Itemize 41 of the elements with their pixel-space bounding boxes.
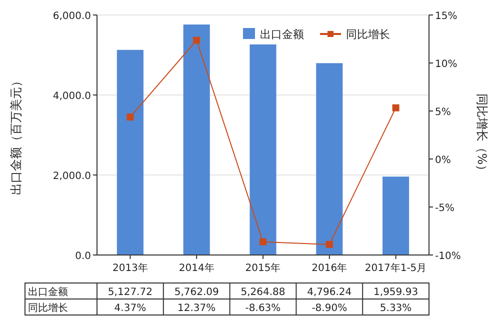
text: 同比增长 xyxy=(28,303,68,314)
x-tick-label: 2014年 xyxy=(178,262,214,274)
legend-label: 出口金额 xyxy=(260,28,304,41)
data-label: 4.37% xyxy=(114,303,146,314)
data-label: 5,264.88 xyxy=(240,287,286,298)
y2-tick-label: -5% xyxy=(435,203,454,214)
data-label: -8.63% xyxy=(245,303,281,314)
y2-tick-label: 5% xyxy=(435,107,451,118)
y2-axis-title: 同比增长（%） xyxy=(475,93,489,177)
y-axis-title: 出口金额（百万美元） xyxy=(9,75,23,195)
y2-tick-label: 0% xyxy=(435,155,451,166)
bar xyxy=(250,44,276,255)
y-tick-label: 2,000.0 xyxy=(52,171,91,182)
legend-label: 同比增长 xyxy=(346,28,390,41)
y2-tick-label: 10% xyxy=(435,59,458,70)
y2-tick-label: 15% xyxy=(435,11,458,22)
bar xyxy=(116,50,144,255)
x-tick-label: 2013年 xyxy=(112,262,148,274)
x-tick-label: 2015年 xyxy=(245,262,281,274)
data-label: 5.33% xyxy=(380,303,412,314)
y2-tick-label: -10% xyxy=(435,251,461,262)
point xyxy=(326,240,333,248)
point xyxy=(260,238,266,246)
y-tick-label: 4,000.0 xyxy=(52,91,91,102)
data-label: 5,127.72 xyxy=(108,287,152,298)
y-tick-label: 0.0 xyxy=(75,251,91,262)
point xyxy=(392,104,400,112)
data-label: -8.90% xyxy=(312,303,348,314)
text: 出口金额 xyxy=(28,287,68,298)
bar xyxy=(382,176,410,255)
y-tick-label: 6,000.0 xyxy=(52,11,91,22)
bar xyxy=(316,63,343,255)
data-label: 1,959.93 xyxy=(374,287,418,298)
x-tick-label: 2016年 xyxy=(312,262,348,274)
data-label: 4,796.24 xyxy=(307,287,352,298)
point xyxy=(193,36,200,44)
bar xyxy=(183,24,210,255)
x-tick-label: 2017年1-5月 xyxy=(364,262,427,274)
data-label: 12.37% xyxy=(178,303,216,314)
point xyxy=(126,114,134,121)
data-label: 5,762.09 xyxy=(174,287,219,298)
